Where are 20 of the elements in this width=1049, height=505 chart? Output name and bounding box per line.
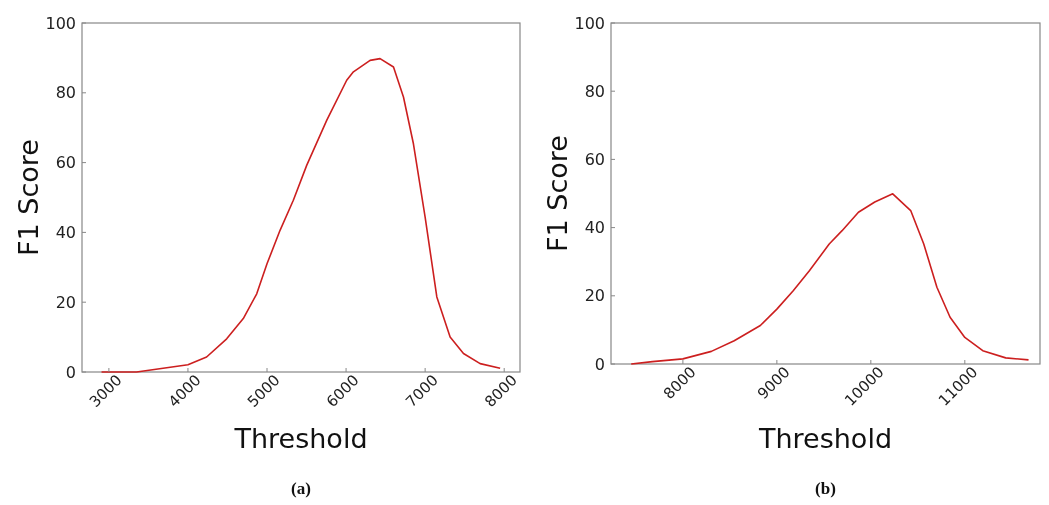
line-series: [100, 57, 501, 373]
y-tick-label: 80: [584, 81, 605, 101]
y-axis-title: F1 Score: [13, 139, 44, 256]
y-tick-label: 40: [584, 218, 605, 238]
y-axis-title: F1 Score: [542, 135, 573, 252]
y-tick-label: 0: [594, 354, 605, 374]
y-tick-label: 20: [55, 292, 76, 312]
text: (a): [291, 479, 311, 498]
x-axis-title: Threshold: [233, 423, 368, 454]
y-tick-label: 0: [65, 362, 76, 382]
y-tick-label: 100: [574, 13, 605, 33]
y-tick-label: 20: [584, 286, 605, 306]
y-tick-label: 60: [55, 153, 76, 173]
line-series: [630, 193, 1030, 365]
text: (b): [815, 479, 836, 498]
x-axis-title: Threshold: [757, 423, 893, 454]
y-tick-label: 80: [55, 83, 76, 103]
y-tick-label: 100: [45, 13, 76, 33]
y-tick-label: 40: [55, 223, 76, 242]
y-tick-label: 60: [584, 150, 605, 169]
